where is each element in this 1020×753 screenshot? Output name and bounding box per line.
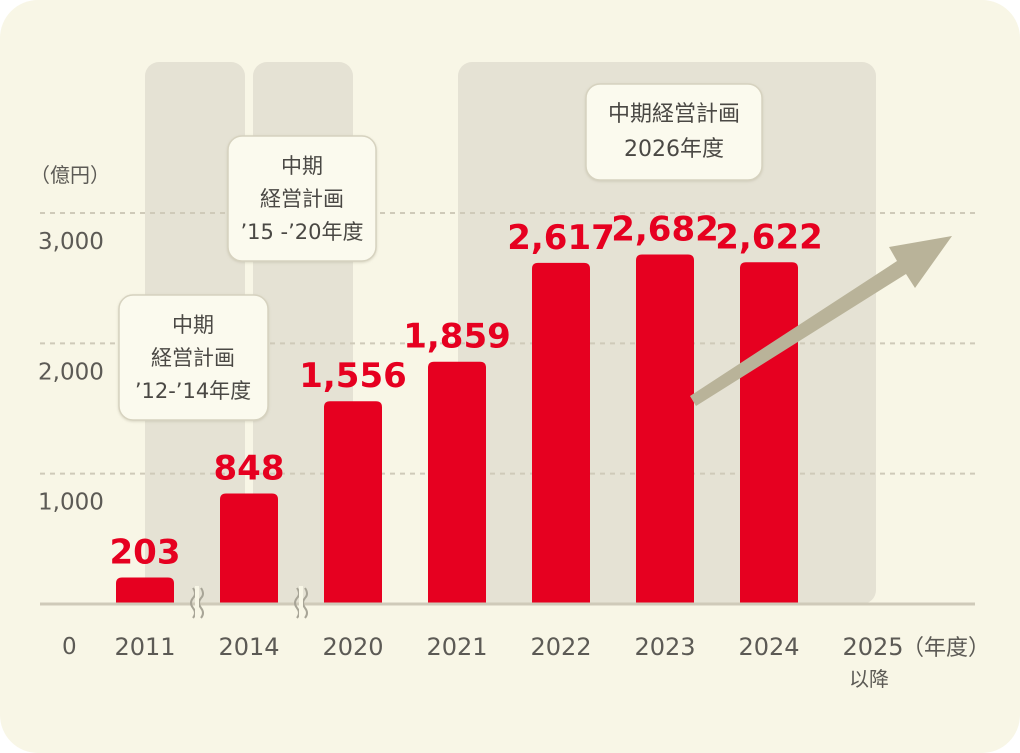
plan-note-line: ’12-’14年度 <box>135 379 251 403</box>
plan-note-box <box>585 83 763 181</box>
growth-arrow-icon <box>690 236 952 406</box>
y-tick-label: 2,000 <box>38 359 104 385</box>
y-tick-label: 3,000 <box>38 229 104 255</box>
value-label: 2,682 <box>611 209 719 249</box>
axis-break-gap <box>299 586 303 620</box>
plan-note-box <box>227 135 377 262</box>
value-label: 848 <box>214 448 285 488</box>
y-axis-unit: （億円） <box>30 163 110 187</box>
axis-breaks <box>190 586 308 620</box>
x-tick-label: 2024 <box>738 633 799 661</box>
bar <box>116 577 174 604</box>
x-tick-label: 2011 <box>114 633 175 661</box>
plan-note-line: 経営計画 <box>151 346 235 370</box>
value-label: 2,617 <box>507 218 615 258</box>
x-tick-label: 2014 <box>218 633 279 661</box>
bar <box>324 401 382 604</box>
y-tick-label: 1,000 <box>38 490 104 516</box>
plan-note-line: 中期 <box>281 154 323 178</box>
x-tick-label: 2021 <box>426 633 487 661</box>
y-tick-label: 0 <box>62 634 77 660</box>
bar <box>428 361 486 604</box>
value-label: 1,859 <box>403 317 511 357</box>
plan-note-line: 経営計画 <box>260 187 344 211</box>
y-tick-labels: 0 1,000 2,000 3,000 <box>38 229 104 660</box>
plan-note-box <box>118 294 269 421</box>
plan-note-line: ’15 -’20年度 <box>240 220 363 244</box>
plan-note-line: 2026年度 <box>624 137 724 162</box>
plan-note-line: 中期経営計画 <box>608 102 740 127</box>
bar <box>532 262 590 604</box>
value-label: 2,622 <box>715 217 823 257</box>
x-axis-unit: （年度） <box>902 636 990 661</box>
x-tick-labels: 2011 2014 2020 2021 2022 2023 2024 2025 <box>114 633 903 661</box>
axis-break-gap <box>195 586 199 620</box>
plan-note-line: 中期 <box>172 313 214 337</box>
value-label: 1,556 <box>299 356 407 396</box>
last-category-suffix: 以降 <box>849 667 889 691</box>
bar <box>636 254 694 605</box>
bar <box>740 262 798 604</box>
x-tick-label: 2020 <box>322 633 383 661</box>
gridlines <box>40 212 980 475</box>
x-tick-label: 2025 <box>842 633 903 661</box>
value-label: 203 <box>110 533 181 573</box>
x-tick-label: 2023 <box>634 633 695 661</box>
x-tick-label: 2022 <box>530 633 591 661</box>
bar <box>220 493 278 604</box>
